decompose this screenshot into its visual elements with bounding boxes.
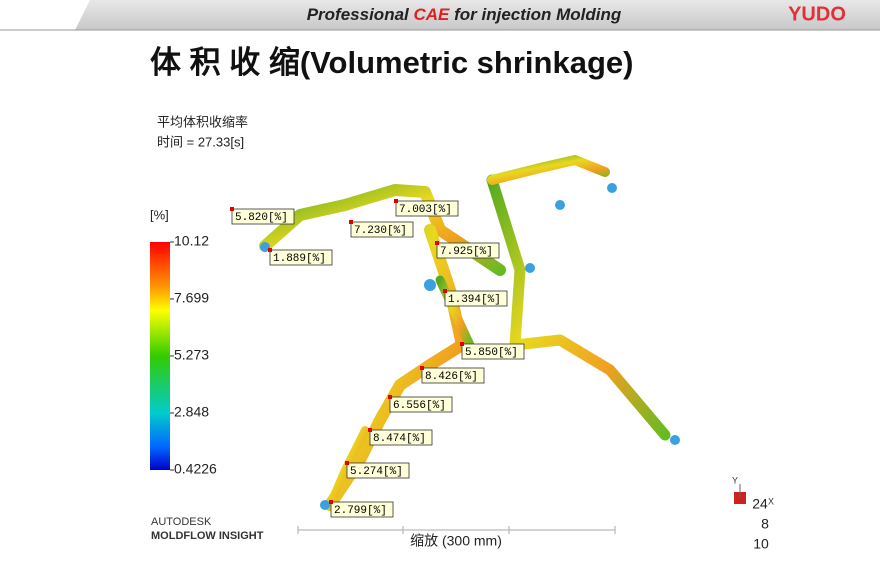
probe-point <box>368 428 372 432</box>
probe-label: 7.003[%] <box>399 204 452 216</box>
probe-label: 5.274[%] <box>350 466 403 478</box>
header-bar <box>0 0 880 30</box>
probe-point <box>230 207 234 211</box>
probe-box <box>444 290 508 307</box>
header-corner <box>0 0 90 30</box>
probe-box <box>369 429 433 446</box>
probe-label: 8.426[%] <box>425 371 478 383</box>
probe-box <box>231 208 295 225</box>
probe-group: 5.820[%] 7.003[%] 7.230[%] 7.925[%] 1.889[%]… <box>230 199 525 518</box>
probe-box <box>436 242 500 259</box>
probe-label: 1.889[%] <box>273 253 326 265</box>
result-time: 时间 = 27.33[s] <box>157 134 244 149</box>
probe-label: 5.820[%] <box>235 212 288 224</box>
probe-box <box>346 462 410 479</box>
probe-box <box>421 367 485 384</box>
part-features <box>260 183 680 510</box>
probe-box <box>461 343 525 360</box>
brand: YUDO <box>788 3 846 25</box>
probe-label: 1.394[%] <box>448 294 501 306</box>
legend-label: 2.848 <box>174 404 209 420</box>
legend-label: 10.12 <box>174 233 209 249</box>
probe-label: 6.556[%] <box>393 400 446 412</box>
probe-point <box>388 395 392 399</box>
probe-label: 7.230[%] <box>354 225 407 237</box>
probe-point <box>268 248 272 252</box>
header-title-accent: CAE <box>413 5 450 24</box>
probe-label: 2.799[%] <box>334 505 387 517</box>
legend-label: 0.4226 <box>174 461 217 477</box>
header-title: Professional CAE for injection Molding <box>307 5 622 24</box>
header-title-part: Professional <box>307 5 414 24</box>
triad-value: 24 <box>752 496 768 512</box>
triad-value: 10 <box>753 536 769 552</box>
color-bar <box>150 242 170 470</box>
probe-point <box>460 342 464 346</box>
scale-label: 缩放 (300 mm) <box>410 533 502 549</box>
probe-point <box>435 241 439 245</box>
probe-label: 8.474[%] <box>373 433 426 445</box>
triad-value: 8 <box>761 516 769 532</box>
probe-box <box>269 249 333 266</box>
result-name: 平均体积收缩率 <box>157 114 248 129</box>
probe-point <box>345 461 349 465</box>
probe-point <box>420 366 424 370</box>
probe-box <box>395 200 459 217</box>
probe-box <box>330 501 394 518</box>
legend-unit: [%] <box>150 207 169 222</box>
probe-point <box>394 199 398 203</box>
product: MOLDFLOW INSIGHT <box>151 530 264 542</box>
probe-box <box>389 396 453 413</box>
probe-box <box>350 221 414 238</box>
header-title-part: for injection Molding <box>449 5 621 24</box>
triad-y: Y <box>732 475 738 485</box>
slide-title: 体 积 收 缩(Volumetric shrinkage) <box>150 45 633 80</box>
legend-label: 7.699 <box>174 290 209 306</box>
legend-label: 5.273 <box>174 347 209 363</box>
probe-label: 5.850[%] <box>465 347 518 359</box>
vendor: AUTODESK <box>151 516 212 528</box>
probe-label: 7.925[%] <box>440 246 493 258</box>
part-model <box>259 155 671 511</box>
probe-point <box>349 220 353 224</box>
triad-x: X <box>768 496 774 506</box>
probe-point <box>329 500 333 504</box>
probe-point <box>443 289 447 293</box>
